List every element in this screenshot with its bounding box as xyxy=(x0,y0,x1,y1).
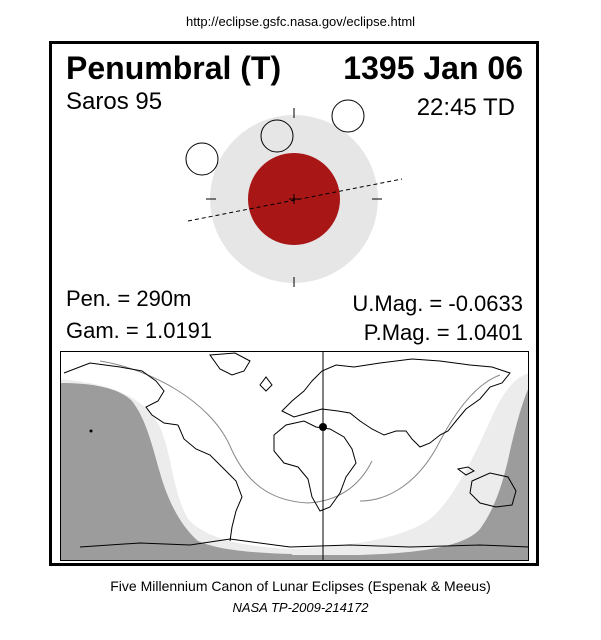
visibility-limit-curve-west xyxy=(99,360,373,504)
small-marker xyxy=(89,429,93,433)
penumbral-duration: Pen. = 290m xyxy=(66,286,192,311)
twilight-zone xyxy=(60,373,529,561)
eclipse-type-title: Penumbral (T) xyxy=(66,50,282,86)
subsolar-point-marker xyxy=(319,423,327,431)
saros-label: Saros 95 xyxy=(66,88,163,115)
night-zone-east xyxy=(292,387,529,561)
map-border xyxy=(60,351,529,561)
moon-position-last-contact xyxy=(331,99,365,133)
eclipse-date: 1395 Jan 06 xyxy=(343,50,523,86)
source-url[interactable]: http://eclipse.gsfc.nasa.gov/eclipse.htm… xyxy=(185,14,416,29)
coastline-outlines xyxy=(63,352,529,548)
canon-citation: Five Millennium Canon of Lunar Eclipses … xyxy=(110,578,491,594)
visibility-limit-curve-east xyxy=(359,374,501,502)
moon-path-line xyxy=(187,178,403,222)
moon-position-greatest-eclipse xyxy=(260,119,294,153)
moon-position-first-contact xyxy=(185,142,219,176)
night-zone-west xyxy=(60,383,292,561)
penumbral-magnitude: P.Mag. = 1.0401 xyxy=(363,320,523,345)
gamma-value: Gam. = 1.0191 xyxy=(66,318,213,343)
nasa-publication-id: NASA TP-2009-214172 xyxy=(232,600,369,615)
world-visibility-map xyxy=(60,351,529,561)
eclipse-panel-frame xyxy=(49,41,539,566)
eclipse-geometry-diagram xyxy=(185,99,403,287)
eclipse-time: 22:45 TD xyxy=(416,94,515,121)
umbral-magnitude: U.Mag. = -0.0633 xyxy=(352,291,523,316)
